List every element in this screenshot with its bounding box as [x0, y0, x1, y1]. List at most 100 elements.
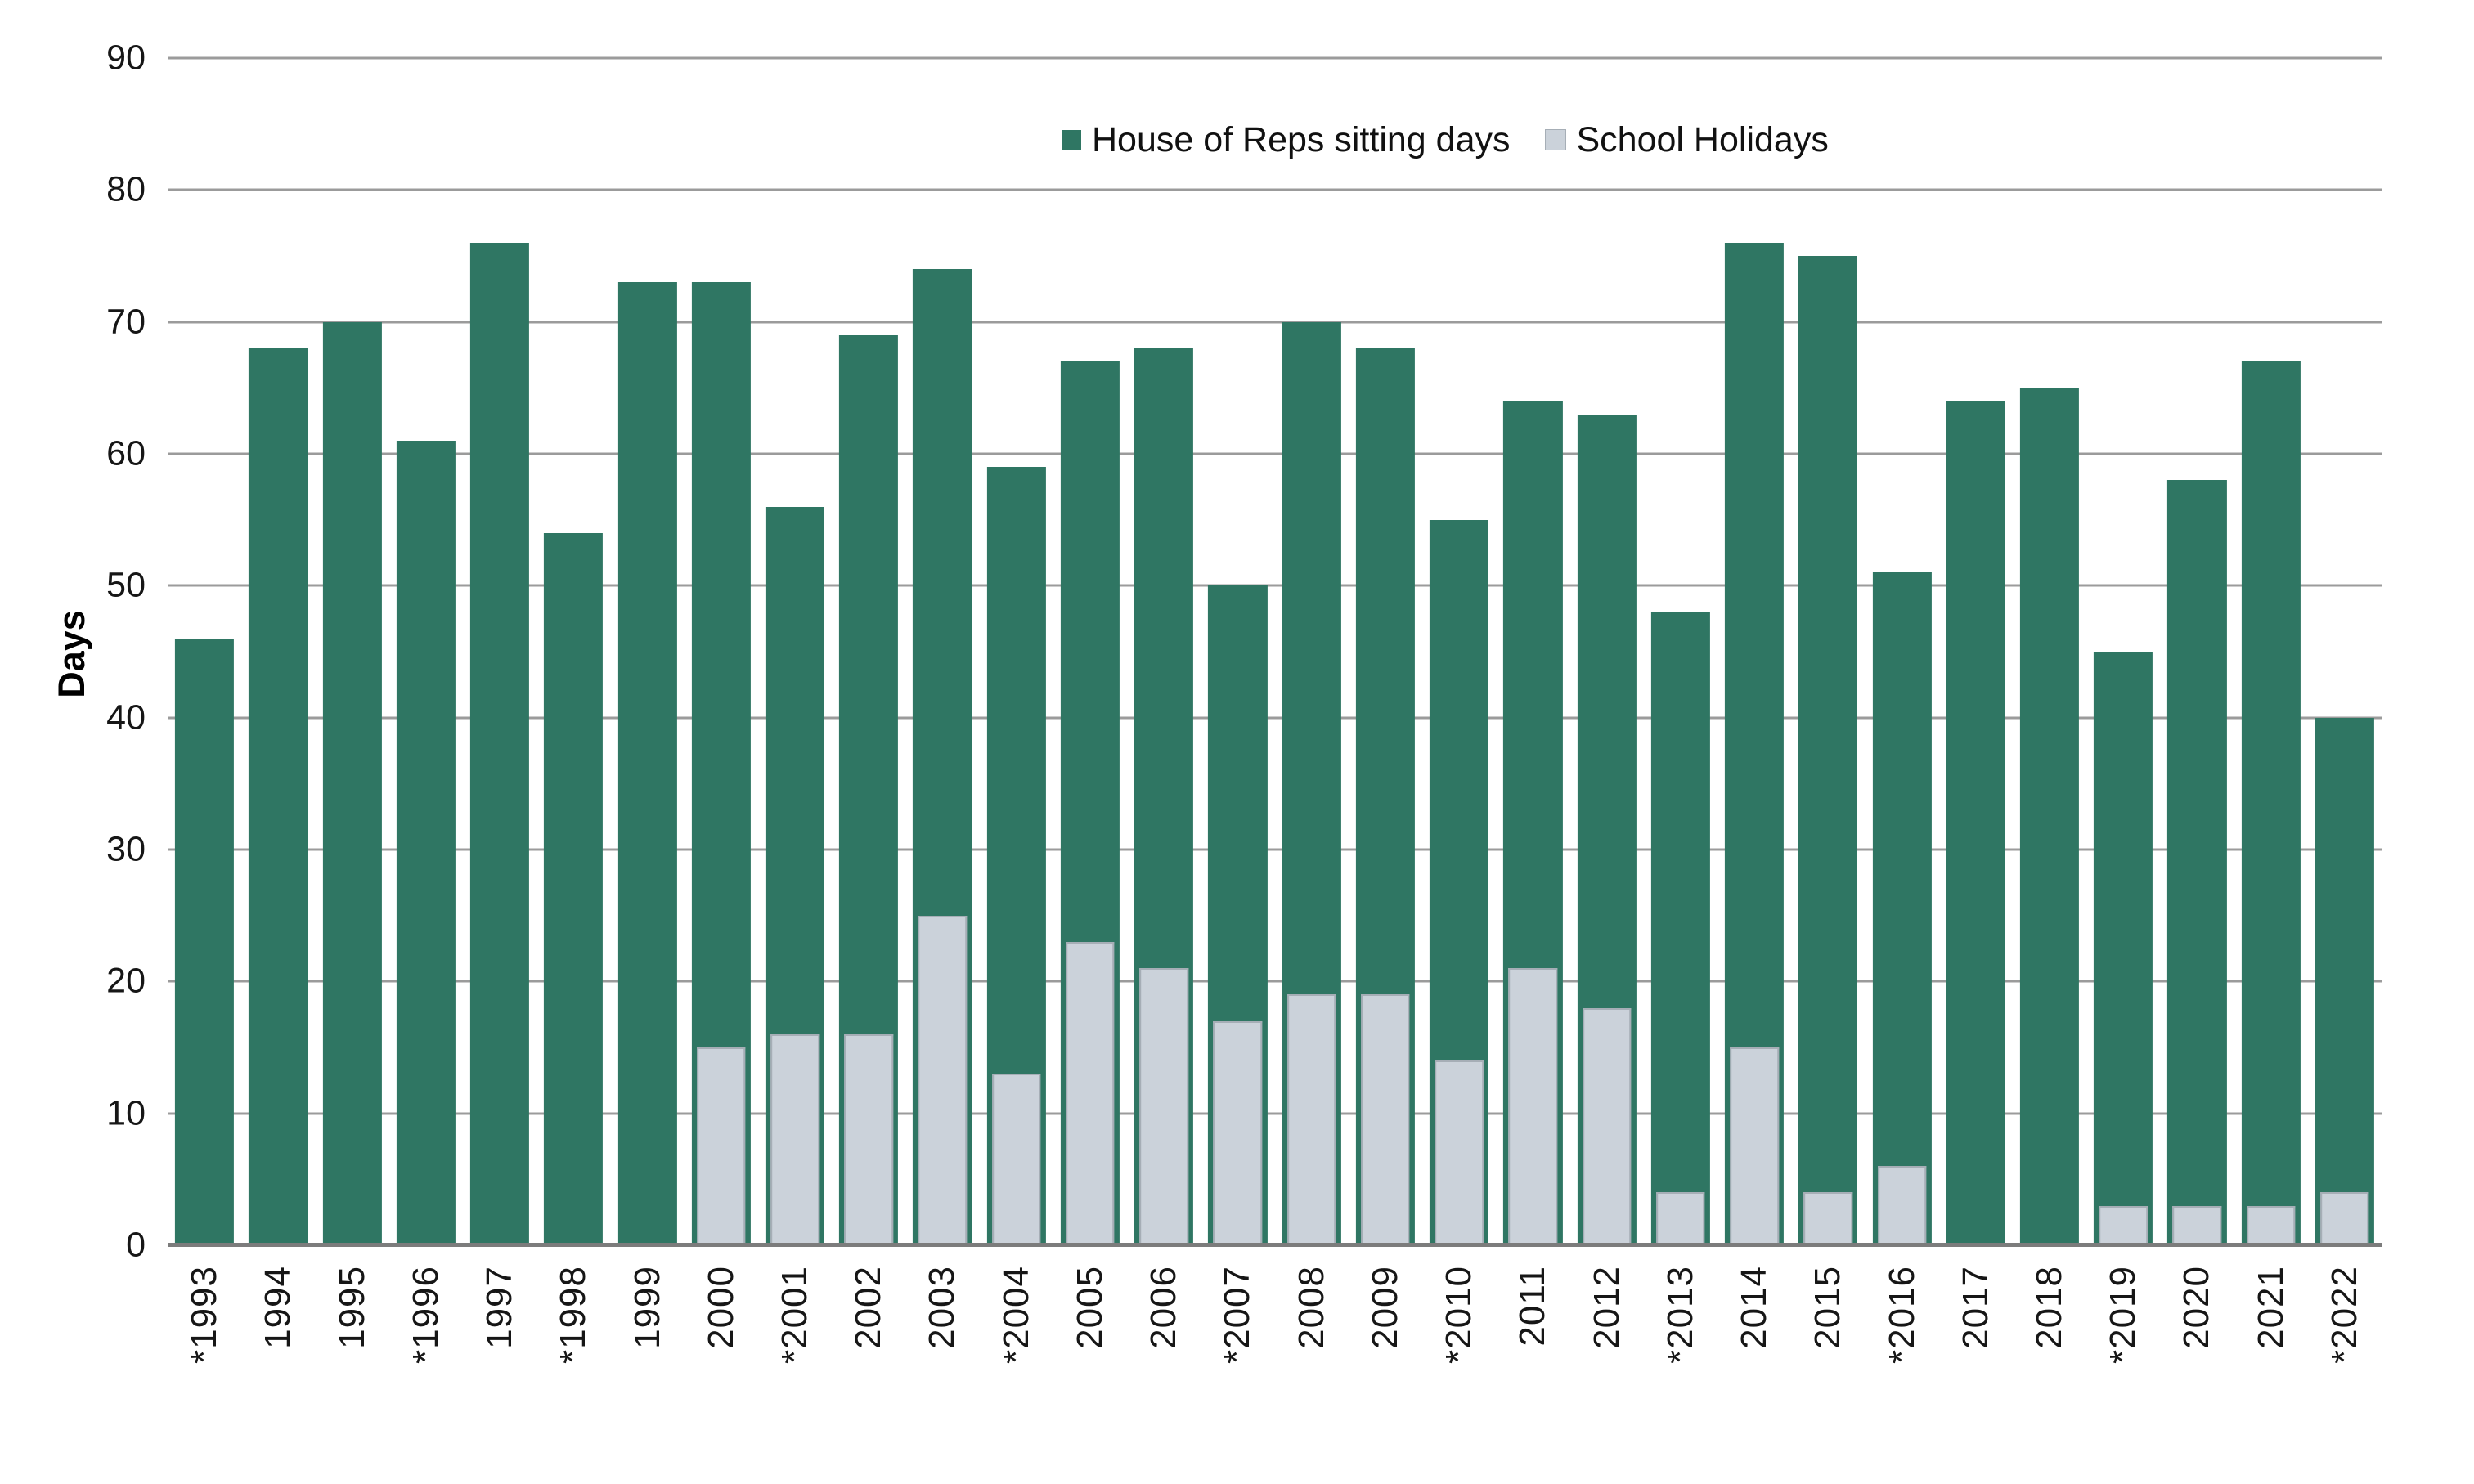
bar-group-2006 — [1127, 58, 1201, 1245]
bar-group-2019 — [2086, 58, 2160, 1245]
x-label-slot: 2008 — [1275, 1254, 1349, 1475]
sitting-days-bar — [1872, 572, 1932, 1245]
y-tick-label: 10 — [106, 1093, 146, 1133]
x-label-slot: 2011 — [1496, 1254, 1569, 1475]
legend-swatch-school-holidays — [1544, 129, 1566, 150]
gridline-60 — [168, 452, 2382, 455]
gridline-80 — [168, 188, 2382, 191]
y-tick-label: 80 — [106, 169, 146, 209]
bar-group-2003 — [905, 58, 979, 1245]
bar-group-2011 — [1496, 58, 1569, 1245]
bar-group-2020 — [2160, 58, 2234, 1245]
legend-item: House of Reps sitting days — [1062, 121, 1511, 159]
bar-group-1997 — [463, 58, 537, 1245]
y-tick-label: 90 — [106, 38, 146, 78]
bar-group-2009 — [1349, 58, 1422, 1245]
sitting-days-bar — [1650, 612, 1710, 1245]
x-axis-label: 2009 — [1364, 1266, 1405, 1349]
x-label-slot: *2013 — [1644, 1254, 1717, 1475]
x-label-slot: 1999 — [610, 1254, 684, 1475]
x-axis-label: *2010 — [1439, 1266, 1479, 1365]
legend-label: House of Reps sitting days — [1092, 120, 1511, 159]
x-axis-label: 2020 — [2176, 1266, 2217, 1349]
x-axis-label: *2013 — [1659, 1266, 1700, 1365]
sitting-days-bar — [2241, 361, 2301, 1245]
x-label-slot: *1993 — [168, 1254, 241, 1475]
school-holidays-bar — [844, 1033, 893, 1245]
sitting-days-bar — [469, 242, 530, 1245]
school-holidays-bar — [696, 1047, 746, 1245]
x-label-slot: 2006 — [1127, 1254, 1201, 1475]
x-axis-label: 2003 — [922, 1266, 963, 1349]
x-axis-label: *2016 — [1881, 1266, 1922, 1365]
y-tick-label: 40 — [106, 697, 146, 738]
bar-group-2008 — [1275, 58, 1349, 1245]
sitting-days-bar — [2019, 388, 2080, 1245]
x-label-slot: *2019 — [2086, 1254, 2160, 1475]
school-holidays-bar — [1286, 994, 1336, 1245]
gridline-40 — [168, 716, 2382, 720]
sitting-days-bar — [1798, 256, 1858, 1245]
bar-group-2010 — [1422, 58, 1496, 1245]
bar-group-2012 — [1569, 58, 1643, 1245]
x-label-slot: 2012 — [1569, 1254, 1643, 1475]
x-label-slot: *2010 — [1422, 1254, 1496, 1475]
bar-group-1998 — [537, 58, 610, 1245]
school-holidays-bar — [1213, 1020, 1263, 1245]
bar-group-2007 — [1201, 58, 1274, 1245]
plot-area — [168, 56, 2382, 1247]
bar-group-2004 — [980, 58, 1053, 1245]
school-holidays-bar — [2172, 1205, 2222, 1245]
x-axis-label: 2008 — [1291, 1266, 1331, 1349]
bar-group-2001 — [758, 58, 832, 1245]
x-axis-label: 2012 — [1586, 1266, 1627, 1349]
x-axis-label: *2022 — [2324, 1266, 2364, 1365]
legend: House of Reps sitting days School Holiday… — [1062, 121, 1829, 159]
gridline-10 — [168, 1112, 2382, 1115]
y-tick-label: 20 — [106, 961, 146, 1001]
gridline-70 — [168, 321, 2382, 324]
x-axis-labels: *1993 1994 1995 *1996 1997 *1998 1999 2000 *2001… — [168, 1254, 2382, 1475]
x-label-slot: 2014 — [1717, 1254, 1791, 1475]
sitting-days-bar — [617, 282, 677, 1245]
x-label-slot: 2015 — [1791, 1254, 1865, 1475]
gridline-50 — [168, 584, 2382, 587]
x-label-slot: *2022 — [2308, 1254, 2382, 1475]
bar-group-2017 — [1939, 58, 2013, 1245]
y-axis-tick-labels: 90 80 70 60 50 40 30 20 10 0 — [0, 40, 146, 1262]
y-tick-label: 30 — [106, 829, 146, 869]
x-axis-label: 2011 — [1512, 1266, 1553, 1347]
bar-group-2016 — [1865, 58, 1938, 1245]
x-label-slot: *1998 — [537, 1254, 610, 1475]
bar-group-2000 — [685, 58, 758, 1245]
bar-group-2013 — [1644, 58, 1717, 1245]
x-label-slot: 2009 — [1349, 1254, 1422, 1475]
bar-group-2005 — [1053, 58, 1127, 1245]
legend-item: School Holidays — [1544, 121, 1829, 159]
gridline-30 — [168, 848, 2382, 851]
y-tick-label: 70 — [106, 302, 146, 342]
x-axis-label: 1995 — [331, 1266, 372, 1349]
x-label-slot: 2005 — [1053, 1254, 1127, 1475]
gridline-90 — [168, 56, 2382, 60]
x-label-slot: 2003 — [905, 1254, 979, 1475]
gridline-20 — [168, 980, 2382, 983]
bar-group-1993 — [168, 58, 241, 1245]
x-axis-label: *2007 — [1217, 1266, 1258, 1365]
x-axis-label: *2001 — [774, 1266, 815, 1365]
sitting-days-bar — [175, 638, 235, 1245]
school-holidays-bar — [1361, 994, 1410, 1245]
school-holidays-bar — [1582, 1007, 1632, 1245]
x-axis-label: *1998 — [553, 1266, 594, 1365]
bar-group-1995 — [315, 58, 388, 1245]
x-label-slot: 1995 — [315, 1254, 388, 1475]
x-axis-label: *2019 — [2103, 1266, 2144, 1365]
school-holidays-bar — [1139, 968, 1188, 1245]
x-axis-label: 1997 — [479, 1266, 520, 1349]
x-axis-label: 1999 — [626, 1266, 667, 1349]
sitting-days-bar — [544, 532, 604, 1245]
x-axis-label: *1993 — [184, 1266, 225, 1365]
bar-group-2021 — [2234, 58, 2308, 1245]
x-label-slot: *2007 — [1201, 1254, 1274, 1475]
bar-group-1996 — [389, 58, 463, 1245]
